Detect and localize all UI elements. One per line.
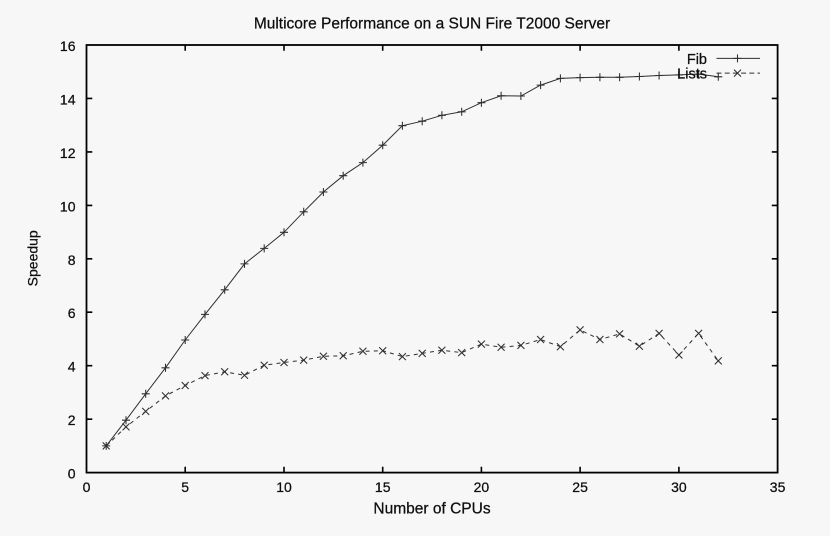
- svg-text:35: 35: [770, 479, 786, 495]
- svg-text:0: 0: [83, 479, 91, 495]
- svg-text:5: 5: [181, 479, 189, 495]
- svg-text:16: 16: [60, 38, 76, 54]
- svg-text:Multicore Performance on a SUN: Multicore Performance on a SUN Fire T200…: [254, 16, 610, 33]
- svg-text:15: 15: [375, 479, 391, 495]
- svg-text:10: 10: [276, 479, 292, 495]
- svg-text:0: 0: [68, 466, 76, 482]
- svg-text:Lists: Lists: [677, 67, 707, 83]
- svg-text:12: 12: [60, 145, 76, 161]
- svg-text:25: 25: [572, 479, 588, 495]
- svg-text:Speedup: Speedup: [24, 230, 40, 286]
- svg-text:8: 8: [68, 252, 76, 268]
- svg-text:14: 14: [60, 91, 76, 107]
- svg-text:20: 20: [474, 479, 490, 495]
- svg-text:4: 4: [68, 359, 76, 375]
- svg-text:10: 10: [60, 198, 76, 214]
- svg-text:6: 6: [68, 305, 76, 321]
- svg-text:Fib: Fib: [687, 52, 707, 68]
- svg-text:30: 30: [671, 479, 687, 495]
- svg-text:Number of CPUs: Number of CPUs: [373, 500, 490, 517]
- svg-text:2: 2: [68, 412, 76, 428]
